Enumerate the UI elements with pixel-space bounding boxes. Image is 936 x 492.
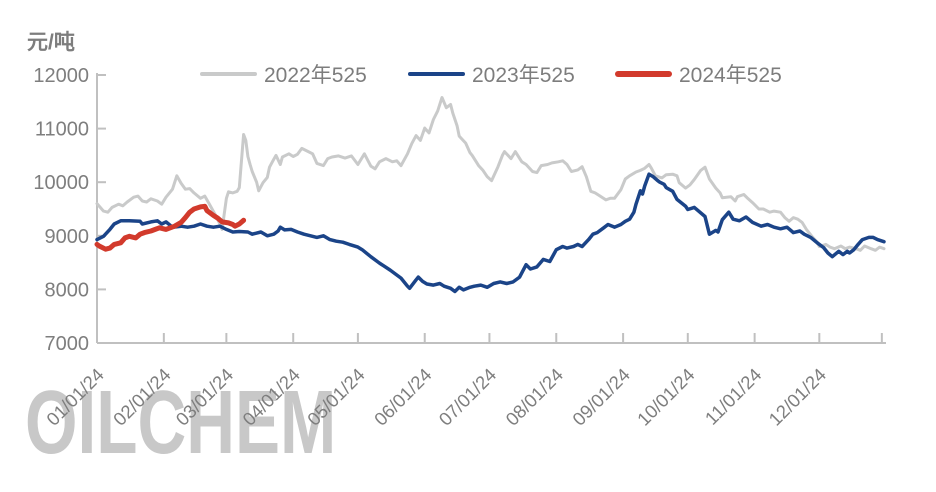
legend-swatch-2024 [615,71,672,77]
x-tick-label: 02/01/24 [109,364,175,430]
x-tick-label: 09/01/24 [568,364,634,430]
legend-label-2024: 2024年525 [679,64,782,87]
series-line-2023年525 [95,172,886,294]
x-tick-label: 10/01/24 [633,364,699,430]
x-tick-label: 07/01/24 [434,364,500,430]
oilchem-watermark: OILCHEM [25,373,337,473]
x-tick-label: 03/01/24 [171,364,237,430]
legend-label-2022: 2022年525 [264,64,367,87]
legend-swatch-2022 [200,72,257,76]
legend-swatch-2023 [408,71,465,77]
series-line-2024年525 [94,203,247,252]
legend-item-2024: 2024年525 [615,61,782,87]
legend-item-2023: 2023年525 [408,61,575,87]
y-tick-label: 9000 [45,226,90,248]
legend-label-2023: 2023年525 [472,64,575,87]
x-tick-label: 05/01/24 [303,364,369,430]
x-tick-label: 06/01/24 [370,364,436,430]
series-line-2022年525 [95,96,886,252]
x-tick-label: 12/01/24 [764,364,830,430]
legend-item-2022: 2022年525 [200,61,367,87]
y-tick-label: 10000 [33,172,89,194]
y-tick-label: 11000 [35,119,89,141]
y-tick-label: 8000 [45,279,90,301]
y-tick-label: 12000 [33,65,89,87]
x-tick-label: 11/01/24 [701,364,766,429]
x-tick-label: 01/01/24 [42,364,108,430]
x-tick-label: 08/01/24 [501,364,567,430]
y-axis-unit-label: 元/吨 [27,31,75,54]
x-tick-label: 04/01/24 [238,364,304,430]
y-tick-label: 7000 [45,333,90,355]
